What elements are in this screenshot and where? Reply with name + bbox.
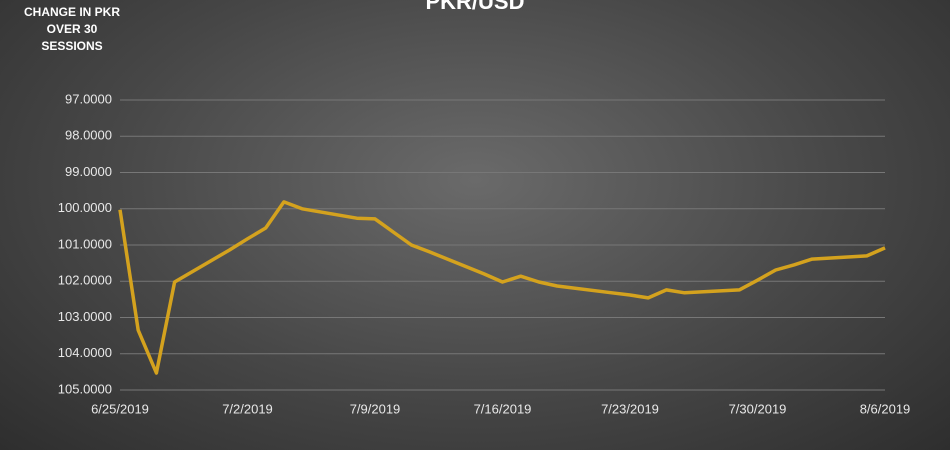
y-tick-label: 102.0000 xyxy=(58,273,112,288)
x-tick-label: 6/25/2019 xyxy=(91,401,149,416)
chart-title: PKR/USD xyxy=(425,0,524,14)
annotation: CHANGE IN PKR OVER 30 SESSIONS xyxy=(23,5,120,53)
y-tick-label: 100.0000 xyxy=(58,200,112,215)
x-tick-label: 7/16/2019 xyxy=(474,401,532,416)
y-tick-label: 97.0000 xyxy=(65,91,112,106)
x-tick-label: 7/2/2019 xyxy=(222,401,273,416)
x-tick-label: 7/9/2019 xyxy=(350,401,401,416)
x-tick-label: 8/6/2019 xyxy=(860,401,911,416)
line xyxy=(118,200,886,375)
x-tick-label: 7/23/2019 xyxy=(601,401,659,416)
y-tick-label: 99.0000 xyxy=(65,164,112,179)
y-tick-label: 103.0000 xyxy=(58,309,112,324)
x-tick-label: 7/30/2019 xyxy=(729,401,787,416)
y-tick-label: 105.0000 xyxy=(58,381,112,396)
y-tick-label: 104.0000 xyxy=(58,345,112,360)
y-tick-label: 98.0000 xyxy=(65,128,112,143)
y-tick-label: 101.0000 xyxy=(58,236,112,251)
